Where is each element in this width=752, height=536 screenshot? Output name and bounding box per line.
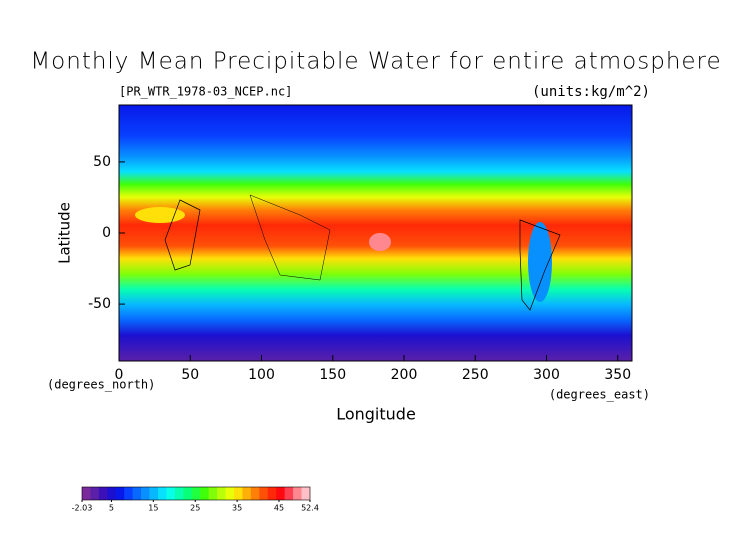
colorbar-swatch xyxy=(267,487,277,500)
colorbar-label: 52.4 xyxy=(301,504,319,513)
x-tick-label: 250 xyxy=(462,367,489,383)
colorbar-swatch xyxy=(242,487,252,500)
x-tick-label: 300 xyxy=(533,367,560,383)
colorbar-swatch xyxy=(191,487,201,500)
colorbar-swatch xyxy=(107,487,117,500)
colorbar-label: 15 xyxy=(148,504,158,513)
colorbar-swatch xyxy=(225,487,235,500)
colorbar-swatch xyxy=(250,487,260,500)
colorbar-swatch xyxy=(174,487,184,500)
x-tick-label: 200 xyxy=(391,367,418,383)
colorbar-swatch xyxy=(158,487,167,500)
colorbar-swatch xyxy=(301,487,311,500)
colorbar-swatch xyxy=(200,487,209,500)
units: (units:kg/m^2) xyxy=(532,84,650,100)
x-label: Longitude xyxy=(336,405,416,424)
colorbar-label: -2.03 xyxy=(72,504,93,513)
colorbar-swatch xyxy=(115,487,125,500)
colorbar-swatch xyxy=(141,487,150,500)
y-tick-label: 50 xyxy=(93,154,111,170)
colorbar-swatch xyxy=(276,487,285,500)
y-tick-label: -50 xyxy=(88,296,111,312)
colorbar-swatch xyxy=(208,487,218,500)
x-tick-label: 100 xyxy=(248,367,275,383)
subtitle: [PR_WTR_1978-03_NCEP.nc] xyxy=(119,85,292,99)
map-field xyxy=(119,105,632,361)
colorbar-swatch xyxy=(183,487,193,500)
colorbar-swatch xyxy=(149,487,159,500)
x-tick-label: 150 xyxy=(319,367,346,383)
colorbar-swatch xyxy=(293,487,302,500)
colorbar-swatch xyxy=(259,487,269,500)
colorbar-label: 25 xyxy=(190,504,200,513)
colorbar-frame xyxy=(81,486,311,501)
x-tick-label: 50 xyxy=(181,367,199,383)
colorbar-swatch xyxy=(217,487,226,500)
colorbar-swatch xyxy=(98,487,108,500)
colorbar-label: 5 xyxy=(109,504,114,513)
colorbar-swatch xyxy=(82,487,91,500)
x-tick-label: 0 xyxy=(115,367,124,383)
colorbar-swatch xyxy=(284,487,294,500)
colorbar-swatch xyxy=(166,487,176,500)
colorbar-swatch xyxy=(90,487,100,500)
y-tick-label: 0 xyxy=(102,225,111,241)
x-tick-label: 350 xyxy=(604,367,631,383)
title: Monthly Mean Precipitable Water for enti… xyxy=(30,49,721,75)
colorbar-swatch xyxy=(234,487,243,500)
colorbar-label: 45 xyxy=(274,504,284,513)
x-unit: (degrees_east) xyxy=(549,388,650,402)
y-unit: (degrees_north) xyxy=(47,378,155,392)
colorbar-swatch xyxy=(124,487,133,500)
colorbar-swatch xyxy=(132,487,142,500)
colorbar-label: 35 xyxy=(232,504,242,513)
y-label: Latitude xyxy=(56,202,74,264)
